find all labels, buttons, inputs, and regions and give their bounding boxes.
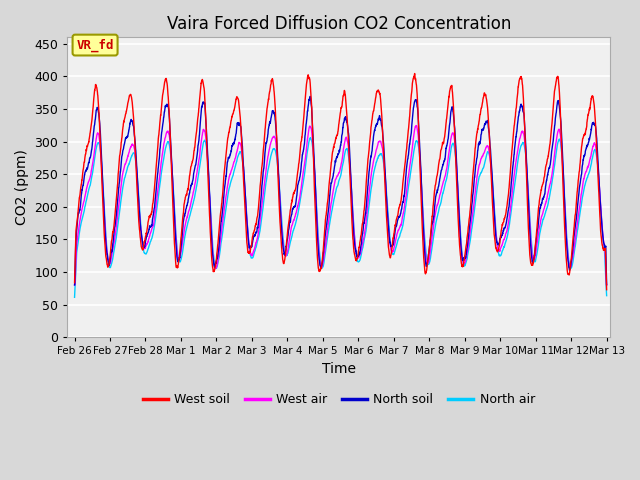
X-axis label: Time: Time xyxy=(322,362,356,376)
North air xyxy=(275,172,282,178)
Line: West soil: West soil xyxy=(74,73,607,290)
North soil xyxy=(307,94,314,99)
West soil xyxy=(70,280,78,286)
Line: West air: West air xyxy=(74,126,607,285)
West air xyxy=(535,227,543,232)
North soil xyxy=(131,140,139,146)
West air xyxy=(163,130,171,135)
West soil xyxy=(535,202,543,208)
West soil xyxy=(163,80,171,85)
West soil xyxy=(593,139,600,144)
West air xyxy=(131,151,139,157)
North soil xyxy=(593,132,600,138)
North air xyxy=(163,141,171,147)
West air xyxy=(593,148,600,154)
West air xyxy=(275,173,282,179)
West air xyxy=(70,282,78,288)
North air xyxy=(298,190,305,195)
West soil xyxy=(603,287,611,293)
North air xyxy=(131,155,139,161)
North soil xyxy=(603,282,611,288)
Y-axis label: CO2 (ppm): CO2 (ppm) xyxy=(15,149,29,225)
North soil xyxy=(275,171,282,177)
North air xyxy=(593,152,600,158)
North soil xyxy=(70,282,78,288)
North soil xyxy=(163,101,171,107)
Legend: West soil, West air, North soil, North air: West soil, West air, North soil, North a… xyxy=(138,388,540,411)
West air xyxy=(603,282,611,288)
North air xyxy=(307,135,314,141)
Line: North air: North air xyxy=(74,138,607,297)
North soil xyxy=(535,213,543,219)
West air xyxy=(412,123,420,129)
Line: North soil: North soil xyxy=(74,96,607,285)
North air xyxy=(535,236,543,242)
North soil xyxy=(298,159,305,165)
North air xyxy=(603,293,611,299)
West soil xyxy=(411,71,419,76)
Text: VR_fd: VR_fd xyxy=(76,38,114,52)
West soil xyxy=(298,135,305,141)
Title: Vaira Forced Diffusion CO2 Concentration: Vaira Forced Diffusion CO2 Concentration xyxy=(166,15,511,33)
West air xyxy=(298,181,305,187)
West soil xyxy=(275,187,282,193)
West soil xyxy=(131,148,139,154)
North air xyxy=(70,294,78,300)
